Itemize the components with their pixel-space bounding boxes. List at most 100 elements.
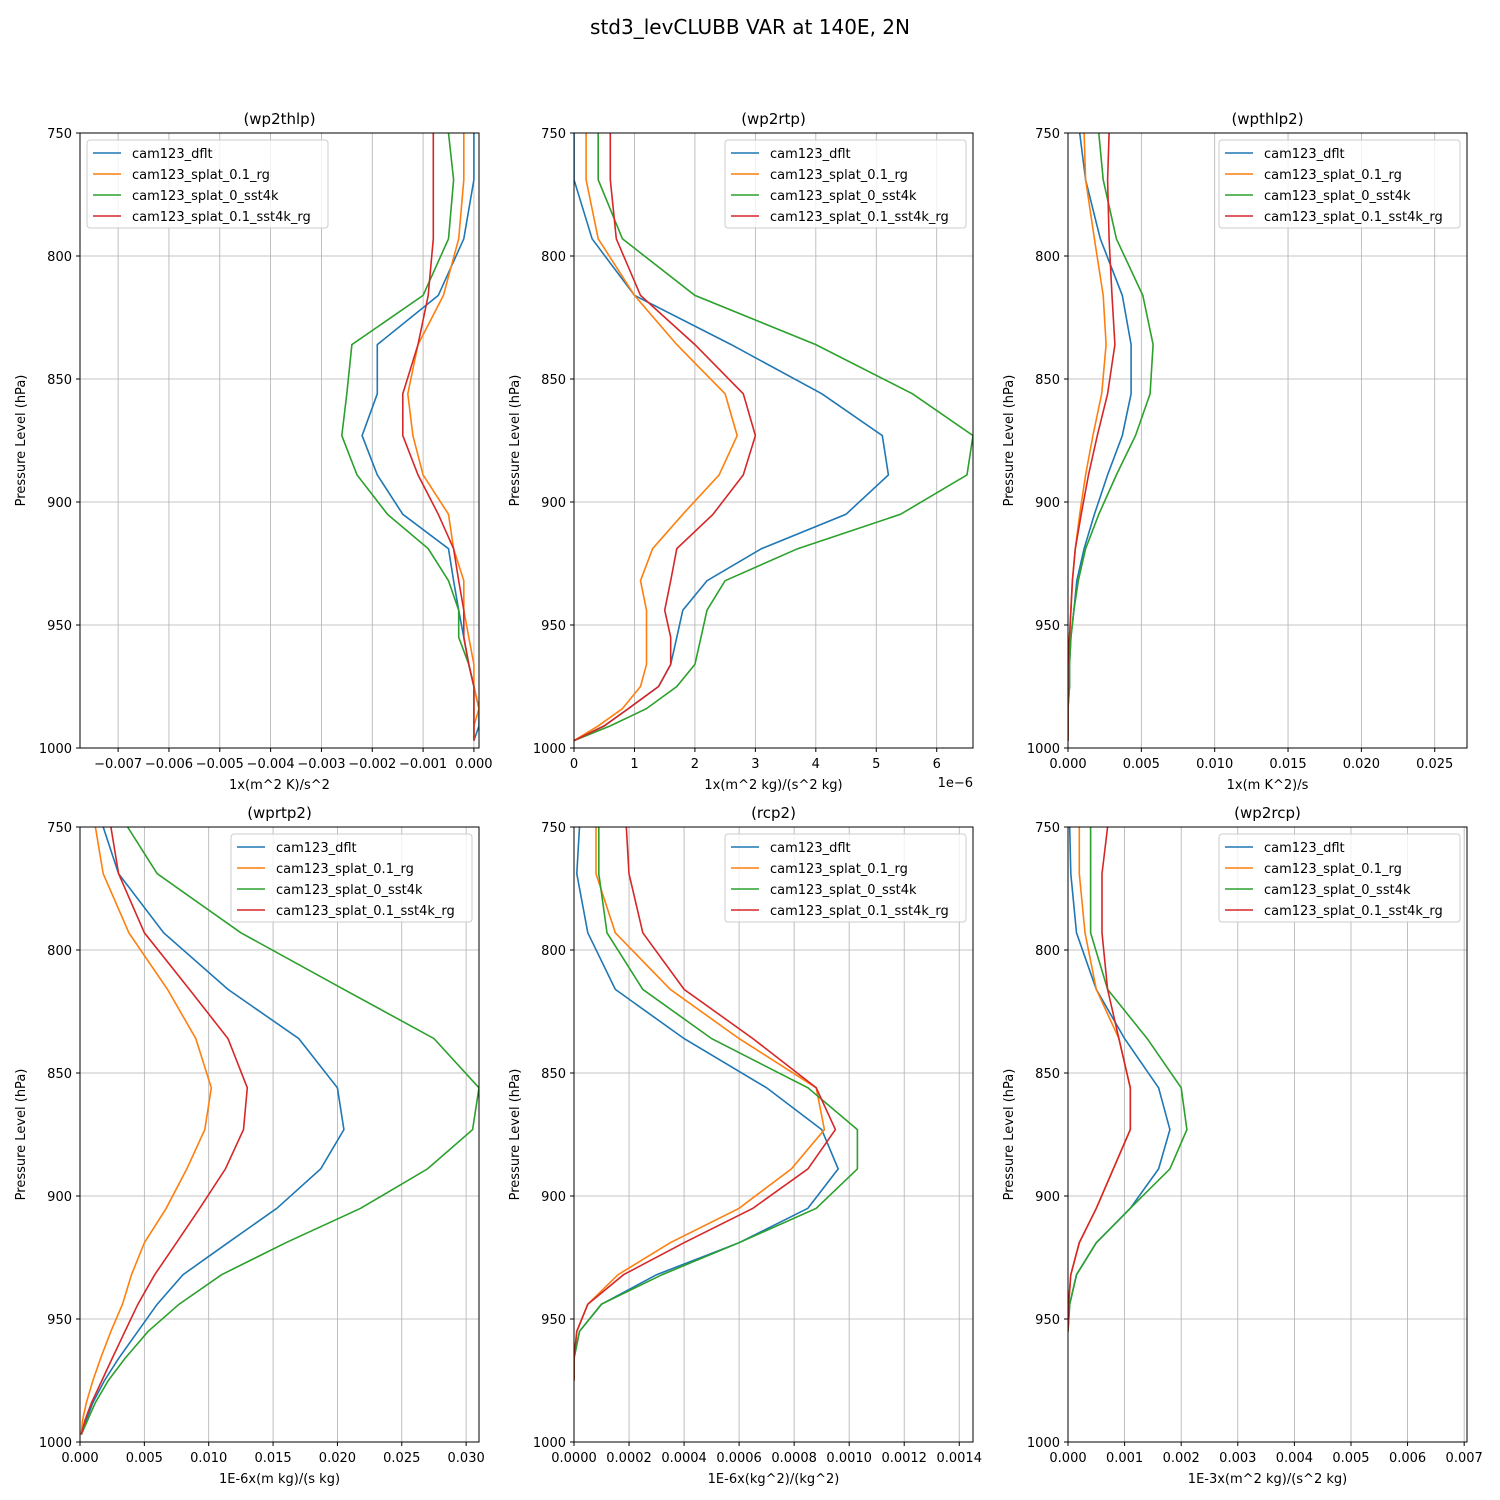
y-tick-label: 850 xyxy=(541,373,566,388)
x-axis-label: 1x(m^2 K)/s^2 xyxy=(229,778,330,793)
x-tick-label: 0.003 xyxy=(1219,1451,1256,1466)
x-tick-label: −0.004 xyxy=(247,757,295,772)
y-tick-label: 800 xyxy=(47,250,72,265)
y-axis-label: Pressure Level (hPa) xyxy=(508,375,523,507)
x-axis-label: 1x(m K^2)/s xyxy=(1227,778,1309,793)
x-tick-label: 0.015 xyxy=(254,1451,291,1466)
legend-box xyxy=(230,833,473,923)
x-tick-label: 0.010 xyxy=(1196,757,1233,772)
axes-frame xyxy=(573,132,974,749)
series-line-cam123_splat_0_sst4k xyxy=(574,133,973,742)
legend: cam123_dflt cam123_splat_0.1_rg cam123_spl… xyxy=(724,139,967,229)
legend-entry-cam123_dflt: cam123_dflt xyxy=(276,841,357,856)
x-tick-label: 0.000 xyxy=(1049,1451,1086,1466)
x-tick-label: 0.0006 xyxy=(716,1451,762,1466)
subplot-4: 0.000 0.005 0.010 0.015 0.020 0.025 0.030 750 80… xyxy=(14,804,485,1487)
series-line-cam123_splat_0_sst4k xyxy=(1068,133,1154,741)
series-line-cam123_splat_0.1_sst4k_rg xyxy=(1068,133,1116,741)
y-tick-label: 1000 xyxy=(1027,742,1060,757)
x-tick-label: 0.010 xyxy=(190,1451,227,1466)
y-tick-label: 1000 xyxy=(533,1436,566,1451)
y-axis-label: Pressure Level (hPa) xyxy=(1002,375,1017,507)
series-group xyxy=(574,133,973,742)
y-tick-label: 950 xyxy=(1035,1313,1060,1328)
y-tick-label: 950 xyxy=(541,1313,566,1328)
series-group xyxy=(574,827,859,1381)
y-tick-label: 950 xyxy=(47,619,72,634)
legend-entry-cam123_splat_0.1_rg: cam123_splat_0.1_rg xyxy=(132,168,270,183)
y-tick-label: 750 xyxy=(541,127,566,142)
axes-frame xyxy=(1067,132,1468,749)
y-tick-label: 750 xyxy=(1035,821,1060,836)
series-line-cam123_splat_0_sst4k xyxy=(1068,827,1188,1332)
y-tick-label: 900 xyxy=(541,1190,566,1205)
y-tick-label: 1000 xyxy=(1027,1436,1060,1451)
subplot-1: −0.007 −0.006 −0.005 −0.004 −0.003 −0.002 −0.0… xyxy=(14,110,493,793)
legend-entry-cam123_splat_0.1_sst4k_rg: cam123_splat_0.1_sst4k_rg xyxy=(770,904,949,919)
series-line-cam123_splat_0.1_sst4k_rg xyxy=(1068,827,1132,1332)
x-tick-label: −0.001 xyxy=(399,757,447,772)
legend-entry-cam123_splat_0_sst4k: cam123_splat_0_sst4k xyxy=(770,189,917,204)
series-line-cam123_splat_0.1_sst4k_rg xyxy=(401,133,475,741)
legend-entry-cam123_dflt: cam123_dflt xyxy=(1264,147,1345,162)
legend-entry-cam123_splat_0_sst4k: cam123_splat_0_sst4k xyxy=(1264,883,1411,898)
subplot-title: (wpthlp2) xyxy=(1231,110,1303,128)
x-tick-label: 0.004 xyxy=(1276,1451,1313,1466)
x-tick-label: 0.0000 xyxy=(551,1451,597,1466)
legend-entry-cam123_splat_0.1_rg: cam123_splat_0.1_rg xyxy=(770,862,908,877)
series-line-cam123_splat_0.1_rg xyxy=(406,133,479,741)
x-tick-label: 0.0002 xyxy=(606,1451,652,1466)
y-tick-label: 1000 xyxy=(39,742,72,757)
axes-frame xyxy=(79,132,480,749)
y-tick-label: 750 xyxy=(541,821,566,836)
x-tick-label: 0.000 xyxy=(61,1451,98,1466)
figure-title: std3_levCLUBB VAR at 140E, 2N xyxy=(590,15,910,39)
x-tick-label: 0.025 xyxy=(1416,757,1453,772)
x-tick-label: 0.006 xyxy=(1389,1451,1426,1466)
y-tick-label: 900 xyxy=(1035,496,1060,511)
subplot-title: (wp2rtp) xyxy=(741,110,806,128)
x-tick-label: 0.0010 xyxy=(826,1451,872,1466)
x-tick-label: 0.0014 xyxy=(936,1451,982,1466)
legend: cam123_dflt cam123_splat_0.1_rg cam123_spl… xyxy=(230,833,473,923)
y-tick-label: 850 xyxy=(47,1067,72,1082)
y-tick-label: 1000 xyxy=(533,742,566,757)
x-tick-label: −0.005 xyxy=(196,757,244,772)
subplot-6: 0.000 0.001 0.002 0.003 0.004 0.005 0.006 0.007… xyxy=(1002,804,1483,1487)
series-line-cam123_splat_0_sst4k xyxy=(80,827,479,1435)
series-line-cam123_splat_0_sst4k xyxy=(340,133,475,741)
x-tick-label: 0.000 xyxy=(455,757,492,772)
subplot-title: (wp2thlp) xyxy=(243,110,315,128)
x-tick-label: 0 xyxy=(570,757,578,772)
axes-frame xyxy=(573,826,974,1443)
x-tick-label: −0.007 xyxy=(94,757,142,772)
x-tick-label: 0.020 xyxy=(1343,757,1380,772)
y-tick-label: 800 xyxy=(541,944,566,959)
legend-box xyxy=(1218,139,1461,229)
y-tick-label: 850 xyxy=(541,1067,566,1082)
y-axis-label: Pressure Level (hPa) xyxy=(14,375,29,507)
series-line-cam123_splat_0.1_rg xyxy=(1068,827,1132,1332)
x-tick-label: 0.020 xyxy=(319,1451,356,1466)
x-tick-label: 0.005 xyxy=(1123,757,1160,772)
y-tick-label: 900 xyxy=(47,496,72,511)
x-tick-label: 5 xyxy=(872,757,880,772)
y-tick-label: 850 xyxy=(47,373,72,388)
legend: cam123_dflt cam123_splat_0.1_rg cam123_spl… xyxy=(1218,833,1461,923)
legend-entry-cam123_splat_0_sst4k: cam123_splat_0_sst4k xyxy=(276,883,423,898)
x-tick-label: 6 xyxy=(933,757,941,772)
subplot-3: 0.000 0.005 0.010 0.015 0.020 0.025 750 800 850 9… xyxy=(1002,110,1468,793)
y-tick-label: 950 xyxy=(47,1313,72,1328)
y-tick-label: 800 xyxy=(1035,944,1060,959)
legend-entry-cam123_splat_0.1_rg: cam123_splat_0.1_rg xyxy=(1264,862,1402,877)
series-line-cam123_splat_0.1_rg xyxy=(80,827,213,1435)
legend-entry-cam123_dflt: cam123_dflt xyxy=(770,841,851,856)
y-tick-label: 750 xyxy=(47,127,72,142)
x-tick-label: 0.000 xyxy=(1049,757,1086,772)
series-line-cam123_splat_0.1_sst4k_rg xyxy=(80,827,249,1435)
legend-entry-cam123_dflt: cam123_dflt xyxy=(132,147,213,162)
legend-entry-cam123_dflt: cam123_dflt xyxy=(1264,841,1345,856)
x-tick-label: 0.0012 xyxy=(881,1451,927,1466)
